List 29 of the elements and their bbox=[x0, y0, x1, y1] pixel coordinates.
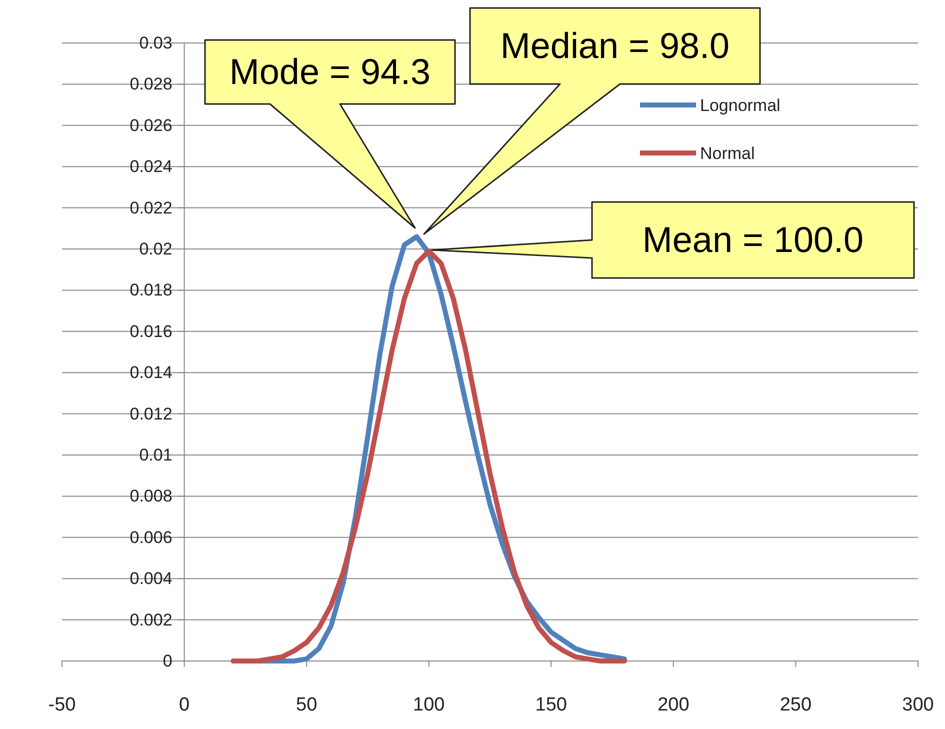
x-tick-label: 0 bbox=[178, 694, 190, 716]
y-tick-label: 0 bbox=[162, 651, 172, 670]
annotation: Median = 98.0 bbox=[500, 25, 730, 66]
y-tick-label: 0.004 bbox=[130, 569, 172, 588]
x-tick-label: -50 bbox=[48, 694, 76, 716]
y-tick-label: 0.028 bbox=[130, 74, 172, 94]
y-tick-label: 0.024 bbox=[130, 157, 172, 176]
y-tick-label: 0.02 bbox=[139, 239, 172, 258]
legend-label: Lognormal bbox=[700, 96, 780, 115]
annotation: Mean = 100.0 bbox=[642, 219, 864, 260]
y-tick-label: 0.022 bbox=[130, 198, 172, 218]
annotation: Mode = 94.3 bbox=[229, 51, 431, 92]
x-tick-label: 300 bbox=[902, 694, 934, 716]
y-tick-label: 0.006 bbox=[130, 528, 172, 547]
x-tick-label: 100 bbox=[413, 694, 445, 716]
x-tick-label: 50 bbox=[296, 694, 318, 716]
y-tick-label: 0.014 bbox=[130, 363, 172, 382]
x-tick-label: 250 bbox=[780, 694, 812, 716]
y-tick-label: 0.008 bbox=[130, 486, 172, 506]
y-tick-label: 0.018 bbox=[130, 280, 172, 300]
legend-label: Normal bbox=[700, 144, 755, 163]
y-tick-label: 0.026 bbox=[130, 116, 172, 135]
x-tick-label: 150 bbox=[535, 694, 567, 716]
x-tick-label: 200 bbox=[658, 694, 690, 716]
y-tick-label: 0.01 bbox=[139, 445, 172, 464]
y-tick-label: 0.012 bbox=[130, 404, 172, 424]
y-tick-label: 0.016 bbox=[130, 322, 172, 341]
y-tick-label: 0.002 bbox=[130, 610, 172, 630]
y-tick-label: 0.03 bbox=[139, 33, 172, 52]
